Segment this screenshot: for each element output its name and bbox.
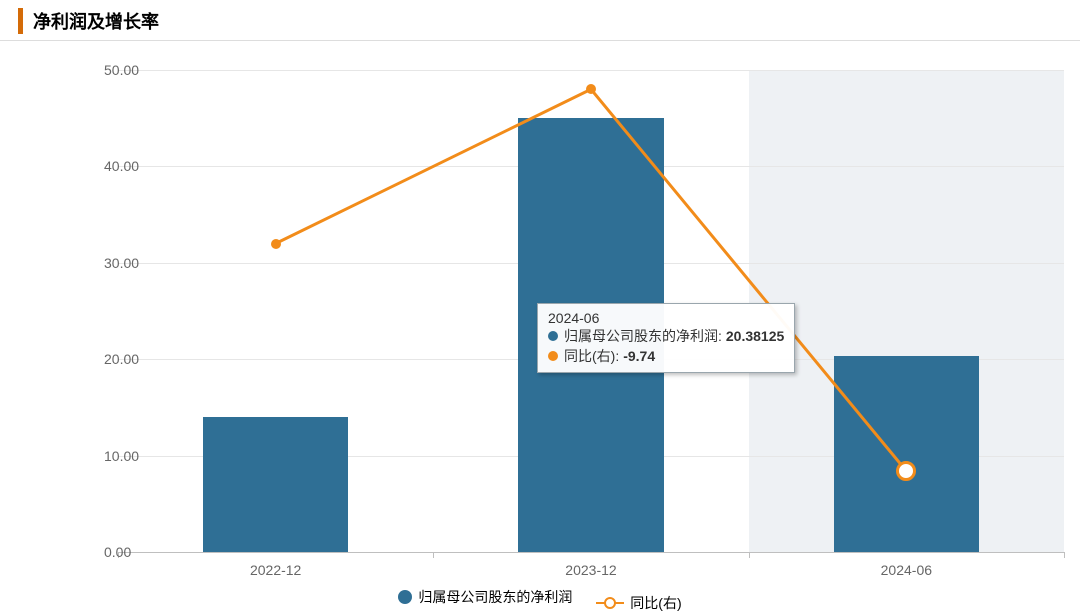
- legend-item-bar[interactable]: 归属母公司股东的净利润: [398, 587, 572, 607]
- legend-swatch-line: [596, 602, 624, 604]
- x-axis-line: [118, 552, 1064, 553]
- x-tick-label: 2022-12: [250, 562, 301, 578]
- x-tick: [749, 552, 750, 558]
- x-tick-label: 2024-06: [881, 562, 932, 578]
- title-divider: [0, 40, 1080, 41]
- legend-label-bar: 归属母公司股东的净利润: [418, 587, 572, 607]
- tooltip-row: 同比(右):-9.74: [548, 346, 784, 366]
- tooltip-label: 同比(右):: [564, 346, 619, 366]
- legend-swatch-bar: [398, 590, 412, 604]
- line-marker[interactable]: [271, 239, 281, 249]
- x-tick: [433, 552, 434, 558]
- tooltip-row: 归属母公司股东的净利润:20.38125: [548, 326, 784, 346]
- tooltip: 2024-06归属母公司股东的净利润:20.38125同比(右):-9.74: [537, 303, 795, 373]
- tooltip-dot: [548, 331, 558, 341]
- tooltip-dot: [548, 351, 558, 361]
- legend: 归属母公司股东的净利润 同比(右): [0, 587, 1080, 613]
- x-tick: [1064, 552, 1065, 558]
- line-marker-active[interactable]: [896, 461, 916, 481]
- legend-item-line[interactable]: 同比(右): [596, 593, 681, 613]
- x-tick-label: 2023-12: [565, 562, 616, 578]
- tooltip-label: 归属母公司股东的净利润:: [564, 326, 722, 346]
- line-marker[interactable]: [586, 84, 596, 94]
- legend-label-line: 同比(右): [630, 593, 681, 613]
- chart-container: 净利润及增长率 0.0010.0020.0030.0040.0050.00202…: [0, 8, 1080, 615]
- tooltip-value: -9.74: [623, 346, 655, 366]
- tooltip-header: 2024-06: [548, 310, 784, 326]
- chart-title: 净利润及增长率: [18, 8, 1080, 34]
- tooltip-value: 20.38125: [726, 326, 784, 346]
